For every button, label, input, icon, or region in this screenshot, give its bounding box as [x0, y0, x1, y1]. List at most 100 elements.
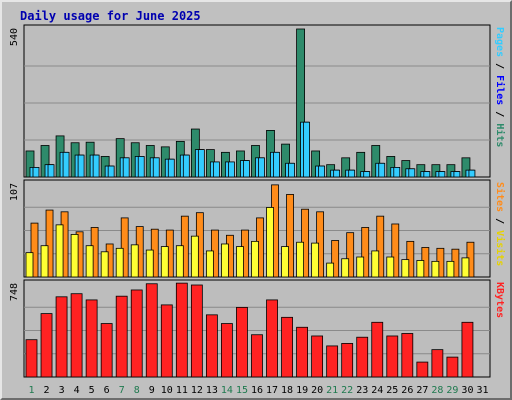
bar-sites-day-16: [251, 240, 259, 278]
bar-pages-day-7: [122, 157, 130, 178]
x-tick-label: 1: [29, 385, 35, 396]
bar-visits-day-21: [331, 240, 340, 278]
bar-sites-day-14: [221, 243, 229, 278]
bar-sites-day-1: [25, 252, 34, 278]
bar-kbytes-day-26: [401, 333, 414, 378]
x-tick-label: 9: [149, 385, 155, 396]
bar-kbytes-day-12: [190, 284, 203, 378]
bar-pages-day-10: [167, 158, 175, 178]
x-tick-label: 31: [476, 385, 488, 396]
bar-visits-day-2: [45, 209, 54, 278]
bar-sites-day-17: [266, 207, 274, 278]
x-tick-label: 14: [221, 385, 233, 396]
max-label-hits_files_pages: 540: [9, 28, 20, 46]
bar-pages-day-20: [318, 165, 326, 178]
bar-kbytes-day-21: [326, 345, 339, 378]
bar-sites-day-24: [371, 250, 380, 278]
bar-kbytes-day-16: [251, 334, 263, 378]
bar-sites-day-8: [130, 244, 139, 278]
bar-pages-day-2: [47, 164, 55, 178]
max-label-kbytes: 748: [9, 283, 20, 301]
bar-pages-day-13: [212, 161, 220, 178]
bar-kbytes-day-19: [296, 326, 308, 378]
bar-kbytes-day-1: [25, 339, 38, 378]
bar-pages-day-6: [107, 165, 115, 178]
bar-kbytes-day-14: [221, 323, 233, 378]
bar-sites-day-20: [311, 242, 320, 278]
bar-sites-day-18: [281, 246, 289, 278]
bar-kbytes-day-4: [70, 293, 83, 378]
bar-kbytes-day-11: [175, 282, 188, 378]
legend-visits: Visits: [494, 230, 506, 266]
bar-visits-day-24: [376, 215, 385, 278]
bar-pages-day-12: [197, 149, 205, 178]
bar-sites-day-4: [70, 234, 79, 278]
bar-pages-day-8: [137, 156, 145, 178]
bar-pages-day-17: [273, 151, 280, 178]
bar-pages-day-14: [228, 161, 235, 178]
bar-kbytes-day-6: [100, 323, 113, 378]
bar-sites-day-9: [145, 249, 154, 278]
bar-kbytes-day-5: [85, 299, 98, 378]
legend-kbytes: KBytes: [494, 282, 505, 318]
bar-sites-day-10: [160, 246, 169, 278]
legend-sites: Sites: [494, 182, 506, 212]
bar-kbytes-day-15: [236, 306, 248, 378]
bar-sites-day-30: [461, 257, 470, 278]
x-tick-label: 24: [371, 385, 383, 396]
legend-: /: [494, 57, 505, 75]
bar-visits-day-22: [346, 232, 355, 278]
bar-kbytes-day-10: [160, 304, 173, 378]
legend-pages: Pages: [494, 27, 505, 57]
bar-sites-day-23: [356, 256, 365, 278]
x-tick-label: 5: [89, 385, 95, 396]
bar-kbytes-day-2: [40, 313, 53, 378]
bar-kbytes-day-8: [130, 289, 143, 378]
right-label-visits_sites: Sites / Visits: [494, 182, 506, 266]
bar-sites-day-19: [296, 241, 304, 278]
legend-: /: [494, 212, 505, 230]
bar-sites-day-3: [55, 224, 64, 278]
bar-kbytes-day-20: [311, 335, 324, 378]
bar-sites-day-6: [100, 251, 109, 278]
bar-visits-day-25: [391, 223, 400, 278]
bar-visits-day-1: [30, 222, 39, 278]
x-tick-label: 17: [266, 385, 278, 396]
bar-kbytes-day-17: [266, 299, 278, 378]
x-tick-label: 27: [416, 385, 428, 396]
bar-sites-day-21: [326, 262, 335, 278]
x-tick-label: 11: [176, 385, 188, 396]
x-tick-label: 21: [326, 385, 338, 396]
bar-sites-day-28: [431, 260, 440, 278]
x-tick-label: 12: [191, 385, 203, 396]
bar-sites-day-5: [85, 245, 94, 278]
bar-sites-day-12: [190, 235, 199, 278]
bar-pages-day-27: [423, 171, 431, 178]
x-tick-label: 3: [59, 385, 65, 396]
x-tick-label: 19: [296, 385, 308, 396]
bar-pages-day-15: [243, 160, 250, 178]
chart-title: Daily usage for June 2025: [20, 9, 201, 23]
x-tick-label: 22: [341, 385, 353, 396]
bar-kbytes-day-23: [356, 336, 369, 378]
x-tick-label: 18: [281, 385, 293, 396]
bar-pages-day-26: [408, 168, 416, 178]
bar-pages-day-23: [363, 171, 371, 178]
bar-kbytes-day-29: [446, 356, 459, 378]
bar-kbytes-day-28: [431, 349, 444, 378]
bar-kbytes-day-30: [461, 321, 474, 378]
x-tick-label: 4: [74, 385, 80, 396]
bar-sites-day-26: [401, 259, 410, 278]
bar-sites-day-15: [236, 246, 244, 278]
x-tick-label: 26: [401, 385, 413, 396]
bar-kbytes-day-24: [371, 321, 384, 378]
right-label-hits_files_pages: Pages / Files / Hits: [494, 27, 506, 147]
bar-pages-day-30: [468, 169, 476, 178]
bar-pages-day-25: [393, 167, 401, 178]
x-tick-label: 25: [386, 385, 398, 396]
bar-sites-day-2: [40, 245, 49, 278]
x-tick-label: 23: [356, 385, 368, 396]
bar-pages-day-21: [333, 169, 341, 178]
bar-sites-day-27: [416, 260, 425, 278]
